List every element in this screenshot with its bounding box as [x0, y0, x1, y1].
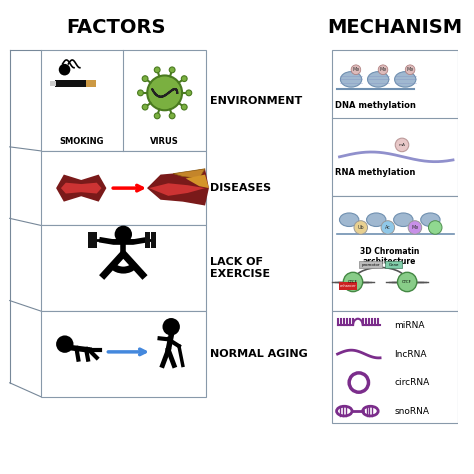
Bar [55, 80, 86, 87]
Circle shape [381, 221, 395, 234]
Bar [41, 151, 206, 225]
Text: Me: Me [352, 67, 360, 72]
Bar [332, 50, 458, 196]
Polygon shape [61, 182, 101, 193]
Bar [41, 225, 206, 311]
Text: MECHANISM: MECHANISM [327, 18, 462, 37]
Text: mA: mA [399, 143, 406, 147]
Circle shape [147, 75, 182, 110]
Circle shape [378, 65, 388, 74]
Circle shape [163, 318, 180, 336]
Bar [332, 311, 458, 423]
Text: Me: Me [379, 67, 387, 72]
Text: ENVIRONMENT: ENVIRONMENT [210, 96, 302, 106]
Circle shape [142, 76, 148, 82]
Polygon shape [173, 169, 205, 178]
Ellipse shape [339, 213, 359, 227]
Circle shape [137, 90, 143, 96]
Circle shape [354, 221, 367, 234]
Text: NORMAL AGING: NORMAL AGING [210, 349, 308, 359]
Text: SMOKING: SMOKING [60, 137, 104, 146]
Circle shape [169, 113, 175, 119]
Circle shape [343, 272, 363, 292]
Bar [88, 232, 93, 248]
Bar [359, 261, 382, 268]
Bar [92, 232, 97, 248]
Ellipse shape [340, 72, 362, 87]
Bar [145, 232, 150, 248]
Bar [151, 232, 156, 248]
Text: enhancer: enhancer [340, 284, 356, 288]
Circle shape [155, 67, 160, 73]
Ellipse shape [366, 213, 386, 227]
Text: VIRUS: VIRUS [150, 137, 179, 146]
Text: CTCF: CTCF [348, 280, 358, 284]
Polygon shape [186, 174, 209, 188]
Bar [385, 261, 402, 268]
Text: promotor: promotor [361, 263, 380, 266]
Ellipse shape [367, 72, 389, 87]
Circle shape [182, 104, 187, 110]
Text: Me: Me [407, 67, 414, 72]
Polygon shape [149, 183, 205, 196]
Circle shape [351, 65, 361, 74]
Circle shape [115, 226, 132, 243]
Text: LACK OF
EXERCISE: LACK OF EXERCISE [210, 257, 270, 279]
Bar [86, 80, 95, 87]
Circle shape [169, 67, 175, 73]
Text: DNA methylation: DNA methylation [335, 100, 416, 109]
Circle shape [59, 64, 70, 75]
Ellipse shape [395, 72, 416, 87]
Ellipse shape [421, 213, 440, 227]
Ellipse shape [393, 213, 413, 227]
Circle shape [182, 76, 187, 82]
Text: lncRNA: lncRNA [395, 349, 427, 358]
Circle shape [155, 113, 160, 119]
Circle shape [395, 138, 409, 152]
Text: Gene: Gene [389, 263, 399, 266]
Text: 3D Chromatin
architecture: 3D Chromatin architecture [360, 247, 419, 266]
Circle shape [408, 221, 422, 234]
Circle shape [428, 221, 442, 234]
Text: snoRNA: snoRNA [395, 407, 429, 416]
Text: Ub: Ub [357, 225, 364, 230]
Circle shape [56, 336, 73, 353]
Text: Ac: Ac [385, 225, 391, 230]
Bar [339, 282, 357, 290]
Polygon shape [56, 174, 106, 201]
Text: Me: Me [411, 225, 419, 230]
Bar [50, 81, 56, 86]
Text: DISEASES: DISEASES [210, 183, 271, 193]
Text: CTCF: CTCF [402, 280, 412, 284]
Circle shape [142, 104, 148, 110]
Circle shape [398, 272, 417, 292]
Text: miRNA: miRNA [395, 321, 425, 330]
Circle shape [405, 65, 415, 74]
Circle shape [186, 90, 192, 96]
Polygon shape [147, 169, 209, 206]
Bar [41, 311, 206, 397]
Text: FACTORS: FACTORS [66, 18, 166, 37]
Text: RNA methylation: RNA methylation [335, 168, 415, 177]
Bar [332, 196, 458, 311]
Text: circRNA: circRNA [395, 378, 430, 387]
Bar [41, 50, 206, 151]
